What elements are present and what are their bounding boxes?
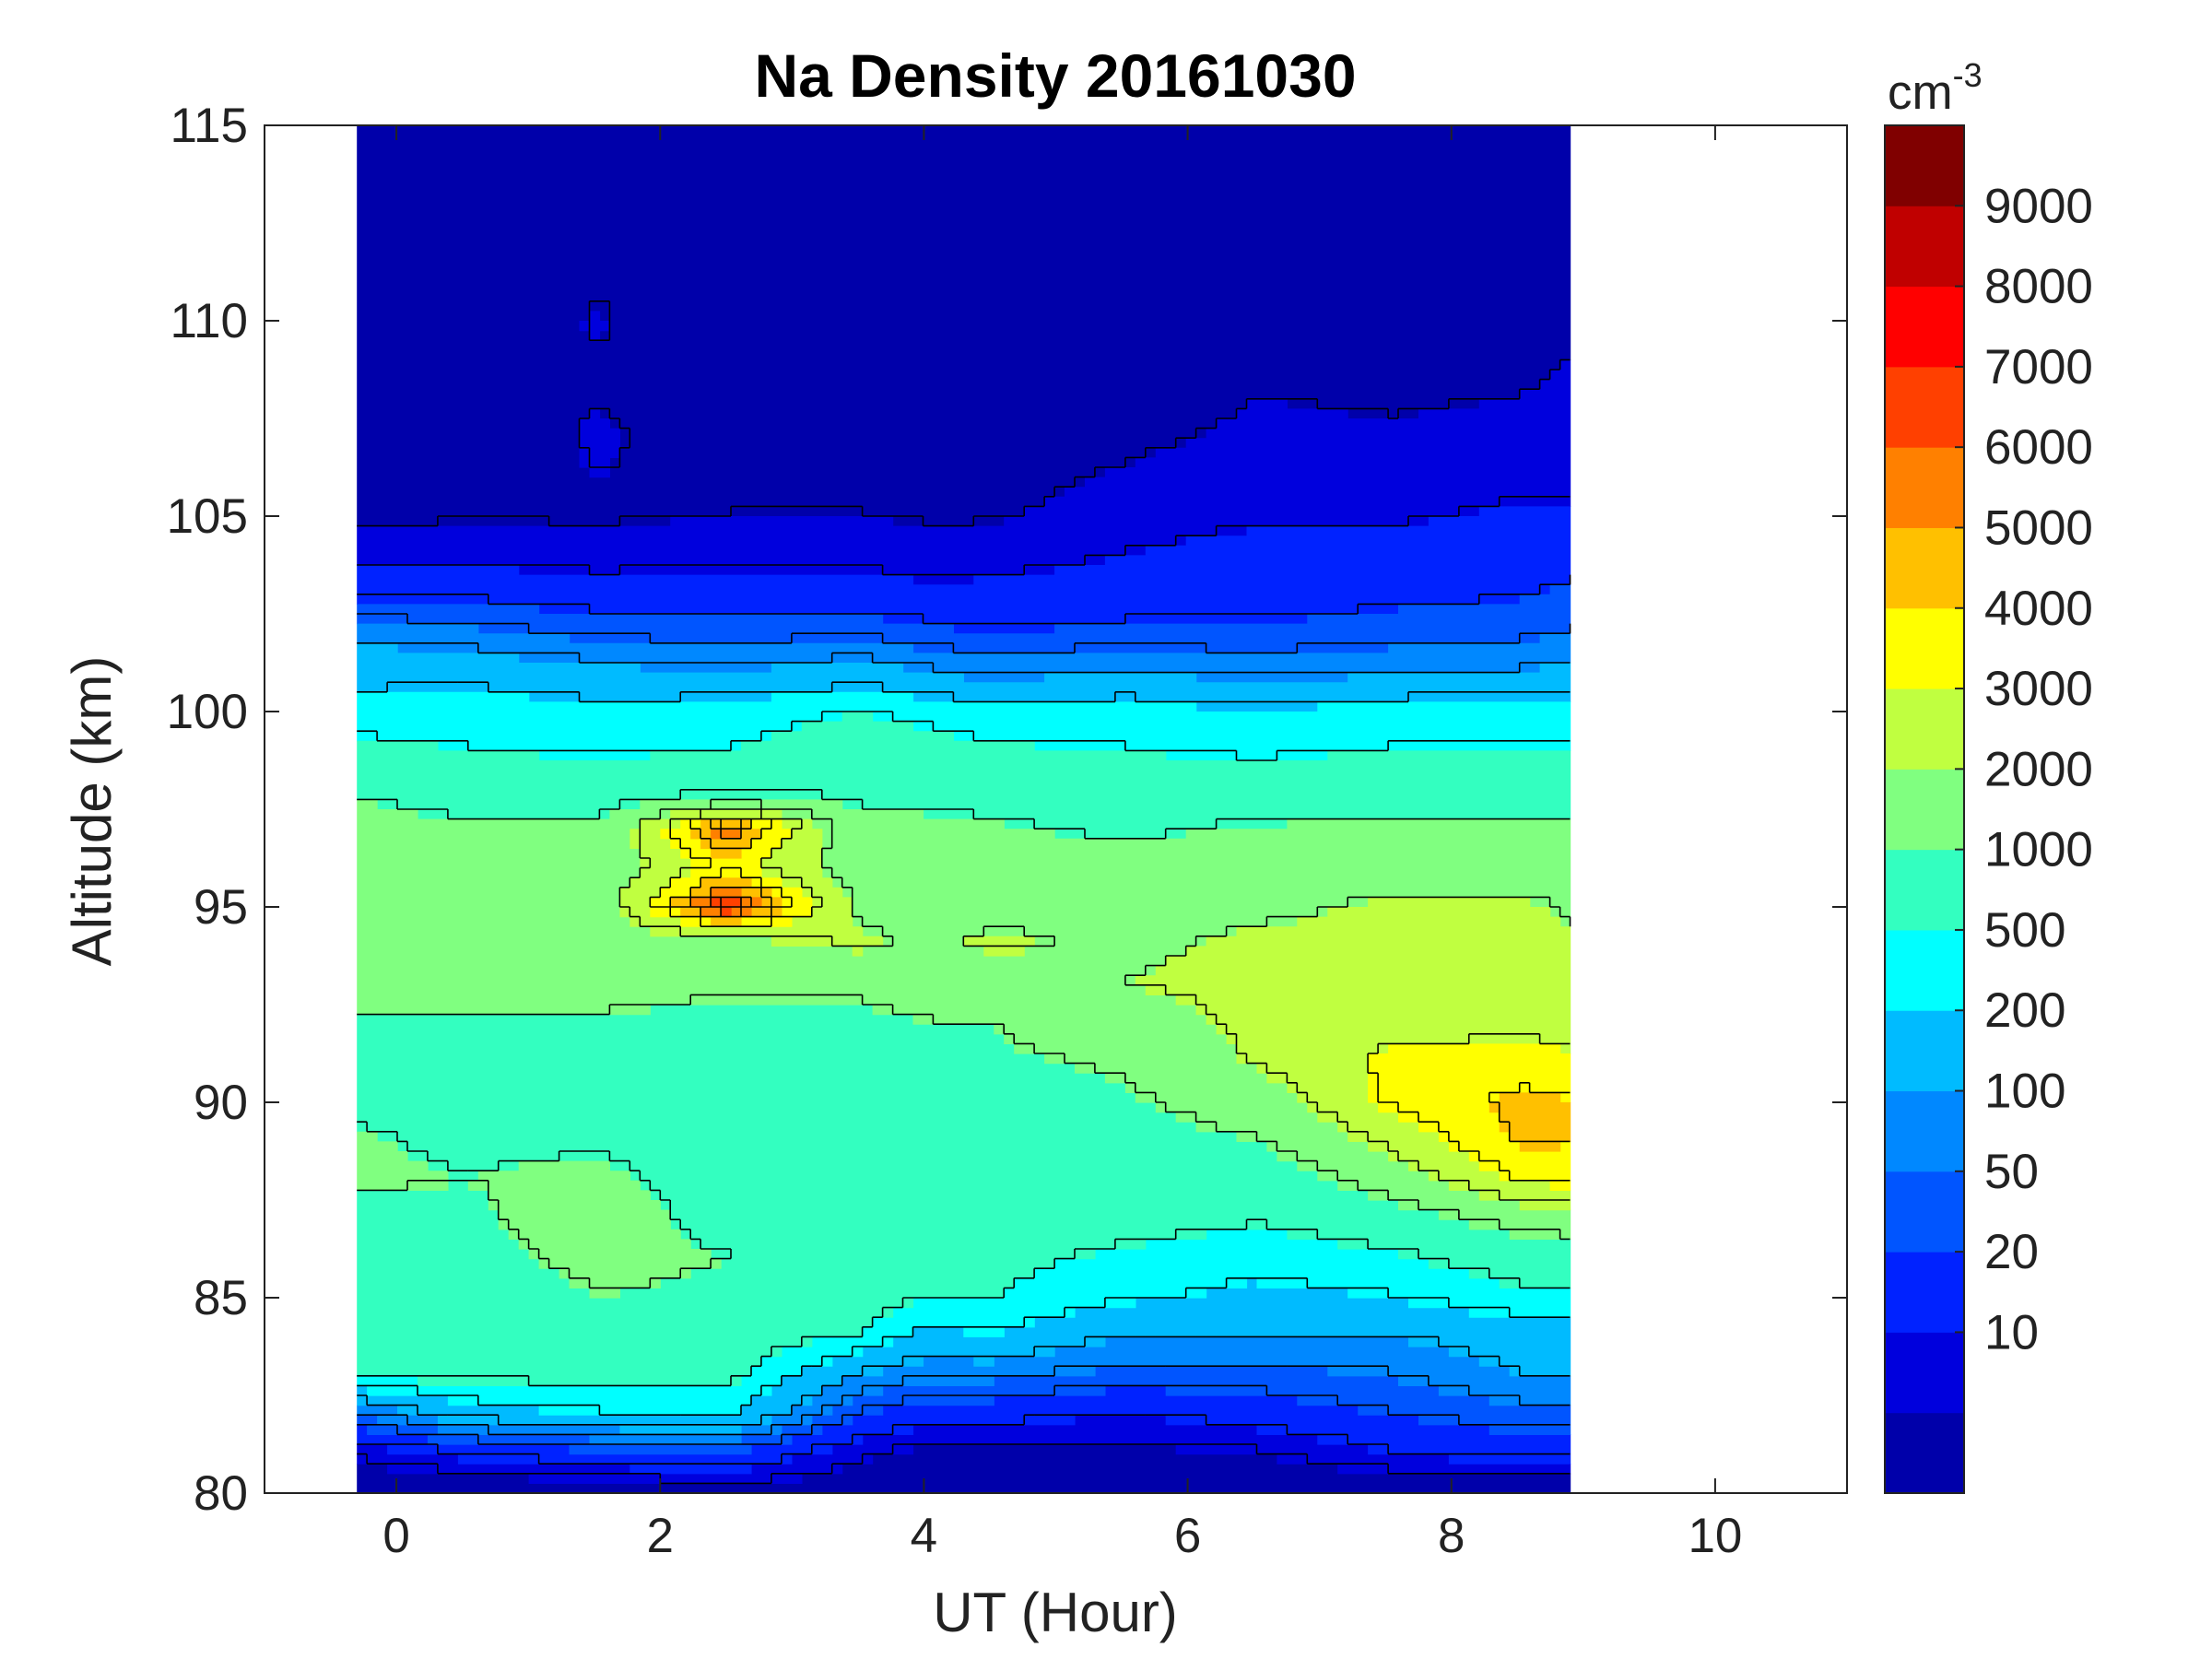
x-axis-label: UT (Hour) — [933, 1582, 1178, 1643]
colorbar-band — [1885, 849, 1964, 931]
colorbar-band — [1885, 1010, 1964, 1092]
colorbar-tick-label: 3000 — [1984, 662, 2093, 716]
y-tick-label: 90 — [194, 1076, 248, 1130]
y-axis-label: Altitude (km) — [61, 656, 123, 967]
colorbar-band — [1885, 1171, 1964, 1253]
x-tick-label: 8 — [1438, 1509, 1465, 1563]
colorbar-band — [1885, 1412, 1964, 1494]
colorbar-tick-label: 1000 — [1984, 823, 2093, 877]
colorbar-band — [1885, 769, 1964, 851]
colorbar-tick-label: 6000 — [1984, 420, 2093, 475]
y-tick-label: 110 — [171, 294, 249, 348]
colorbar-tick-label: 50 — [1984, 1145, 2039, 1199]
y-tick-label: 100 — [167, 685, 248, 739]
colorbar-tick-label: 10 — [1984, 1305, 2039, 1359]
x-tick-label: 4 — [911, 1509, 937, 1563]
y-tick-label: 105 — [167, 489, 248, 544]
x-axis: 0 2 4 6 8 10 — [382, 125, 1742, 1563]
contour-line-layer — [357, 300, 1571, 1485]
colorbar-band — [1885, 1090, 1964, 1172]
y-tick-label: 80 — [194, 1466, 248, 1521]
chart-title: Na Density 20161030 — [754, 41, 1356, 110]
contour-band-0 — [357, 125, 1571, 1493]
colorbar-frame — [1884, 124, 1965, 1494]
colorbar-band — [1885, 447, 1964, 528]
colorbar-tick-label: 200 — [1984, 983, 2065, 1038]
colorbar-band — [1885, 206, 1964, 288]
colorbar-band — [1885, 125, 1964, 206]
colorbar-band — [1885, 607, 1964, 689]
colorbar-unit-base: cm — [1888, 65, 1953, 120]
colorbar-band — [1885, 527, 1964, 609]
colorbar-tick-label: 20 — [1984, 1225, 2039, 1279]
y-tick-label: 85 — [194, 1271, 248, 1325]
colorbar-unit: cm-3 — [1888, 56, 1983, 120]
colorbar-band — [1885, 286, 1964, 368]
colorbar-tick-label: 5000 — [1984, 500, 2093, 555]
contour-band-7 — [357, 712, 1571, 1386]
colorbar-band — [1885, 688, 1964, 770]
x-tick-label: 10 — [1688, 1509, 1742, 1563]
x-tick-label: 0 — [382, 1509, 409, 1563]
contour-lines — [357, 300, 1571, 1485]
contour-band-1 — [357, 311, 1571, 1484]
colorbar-tick-label: 4000 — [1984, 582, 2093, 636]
contour-band-4 — [357, 623, 1571, 1445]
colorbar: 9000 8000 7000 6000 5000 4000 3000 2000 1000 500 2… — [1884, 124, 2093, 1494]
colorbar-band — [1885, 929, 1964, 1011]
contour-band-6 — [357, 691, 1571, 1416]
contour-band-5 — [357, 642, 1571, 1435]
colorbar-tick-label: 2000 — [1984, 742, 2093, 796]
colorbar-unit-exponent: -3 — [1953, 56, 1983, 94]
colorbar-band — [1885, 1332, 1964, 1414]
contour-band-9 — [619, 809, 1571, 1211]
y-tick-label: 95 — [194, 880, 248, 935]
colorbar-tick-label: 100 — [1984, 1065, 2065, 1119]
colorbar-tick-label: 8000 — [1984, 260, 2093, 314]
colorbar-tick-label: 9000 — [1984, 179, 2093, 233]
x-tick-label: 6 — [1174, 1509, 1201, 1563]
y-tick-label: 115 — [171, 99, 249, 153]
colorbar-tick-label: 500 — [1984, 903, 2065, 958]
x-tick-label: 2 — [647, 1509, 674, 1563]
contour-band-2 — [357, 506, 1571, 1475]
colorbar-tick-label: 7000 — [1984, 340, 2093, 394]
y-axis: 80 85 90 95 100 105 110 115 — [167, 99, 1847, 1521]
colorbar-band — [1885, 366, 1964, 448]
colorbar-band — [1885, 1252, 1964, 1333]
plot-frame — [264, 124, 1848, 1494]
